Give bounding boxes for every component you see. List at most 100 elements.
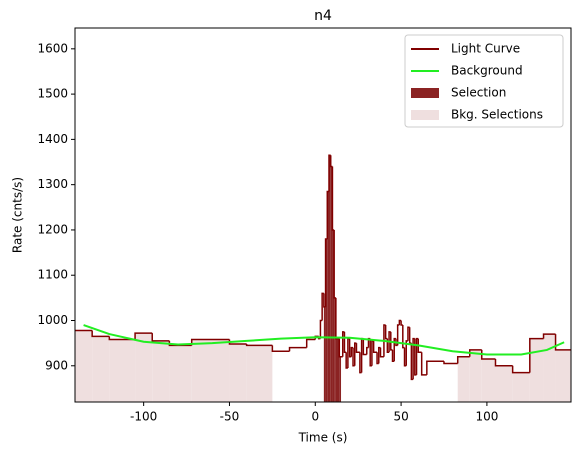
light-curve-step [443,361,458,365]
y-axis-label: Rate (cnts/s) [11,177,25,253]
light-curve-step [468,349,482,357]
light-curve-step [91,330,110,338]
legend-label: Light Curve [451,42,520,56]
light-curve-step [372,340,378,353]
light-curve-step [341,331,345,357]
y-tick-label: 1000 [37,313,68,327]
light-curve-step [324,238,328,307]
x-tick-label: 50 [393,410,408,424]
selection [323,306,326,402]
light-curve-step [410,343,414,381]
light-curve-step [415,337,419,375]
selection [332,229,335,402]
bkg-selection [169,345,192,402]
x-axis-label: Time (s) [298,431,348,445]
y-tick-label: 1500 [37,87,68,101]
legend-label: Bkg. Selections [451,108,543,122]
bkg-selection [529,338,544,402]
light-curve-step [335,297,340,340]
x-tick-label: 0 [311,410,319,424]
legend-swatch [411,110,439,120]
plot-area [75,154,571,402]
light-curve-step [511,365,530,374]
y-tick-label: 900 [45,358,68,372]
bkg-selection [543,334,556,402]
light-curve-step [386,338,390,353]
chart-title: n4 [314,8,332,24]
selection [327,191,330,402]
light-curve-step [151,333,170,342]
light-curve-step [379,347,384,358]
light-curve-step [168,340,192,347]
light-curve-step [305,338,316,348]
light-curve-step [366,346,369,355]
light-curve-step [362,338,367,356]
light-curve-step [348,338,352,358]
bkg-selection [555,349,571,402]
light-curve-step [333,229,336,299]
light-curve-step [384,325,388,340]
light-curve-step [355,343,360,353]
light-curve-step [396,324,400,346]
selection [335,338,340,402]
bkg-selection [495,365,513,402]
x-tick-label: 100 [475,410,498,424]
x-tick-label: -100 [130,410,157,424]
light-curve-step [408,327,412,344]
light-curve-step [481,349,496,360]
legend-box [404,34,564,128]
x-tick-label: -50 [220,410,240,424]
selection [325,238,328,402]
light-curve-step [529,337,544,373]
light-curve-step [388,331,391,353]
light-curve-step [400,320,403,326]
light-curve-step [426,360,444,375]
selection [334,297,336,402]
light-curve-step [108,336,136,341]
bkg-selection [512,372,530,402]
light-curve-step [393,337,396,362]
light-curve-step [417,338,422,353]
bkg-selection [75,330,93,402]
light-curve-step [395,338,398,347]
bkg-selection [246,345,273,402]
light-curve-step [134,332,153,340]
y-tick-label: 1200 [37,222,68,236]
light-curve-step [328,154,331,192]
bkg-selection [152,340,170,402]
light-curve-step [420,352,427,376]
bkg-selection [481,358,496,402]
selection [339,356,342,402]
bkg-selection [92,336,110,402]
bkg-selection [469,349,482,402]
light-curve-step [245,344,273,347]
y-tick-label: 1100 [37,268,68,282]
light-curve-step [494,358,513,367]
light-curve-step [331,166,335,231]
light-curve-step [456,355,470,364]
selection [330,166,333,402]
y-tick-label: 1400 [37,132,68,146]
light-curve-step [319,319,323,339]
light-curve-step [412,337,415,380]
axes-frame [74,27,572,403]
light-curve-step [271,345,290,353]
legend-label: Selection [451,86,506,100]
light-curve-step [554,334,571,351]
bkg-selection [109,339,136,402]
light-curve-step [329,155,333,168]
light-curve-step [542,333,556,339]
light-curve-step [414,338,417,376]
bkg-selection [457,356,470,402]
background-curve [83,324,565,356]
bkg-selection [135,333,153,402]
legend-swatch [411,88,439,98]
light-curve-step [343,331,347,353]
light-curve-step [288,346,307,352]
bkg-selection [191,339,230,402]
selection [329,155,331,402]
y-tick-label: 1300 [37,177,68,191]
y-tick-label: 1600 [37,41,68,55]
light-curve-step [338,338,343,358]
